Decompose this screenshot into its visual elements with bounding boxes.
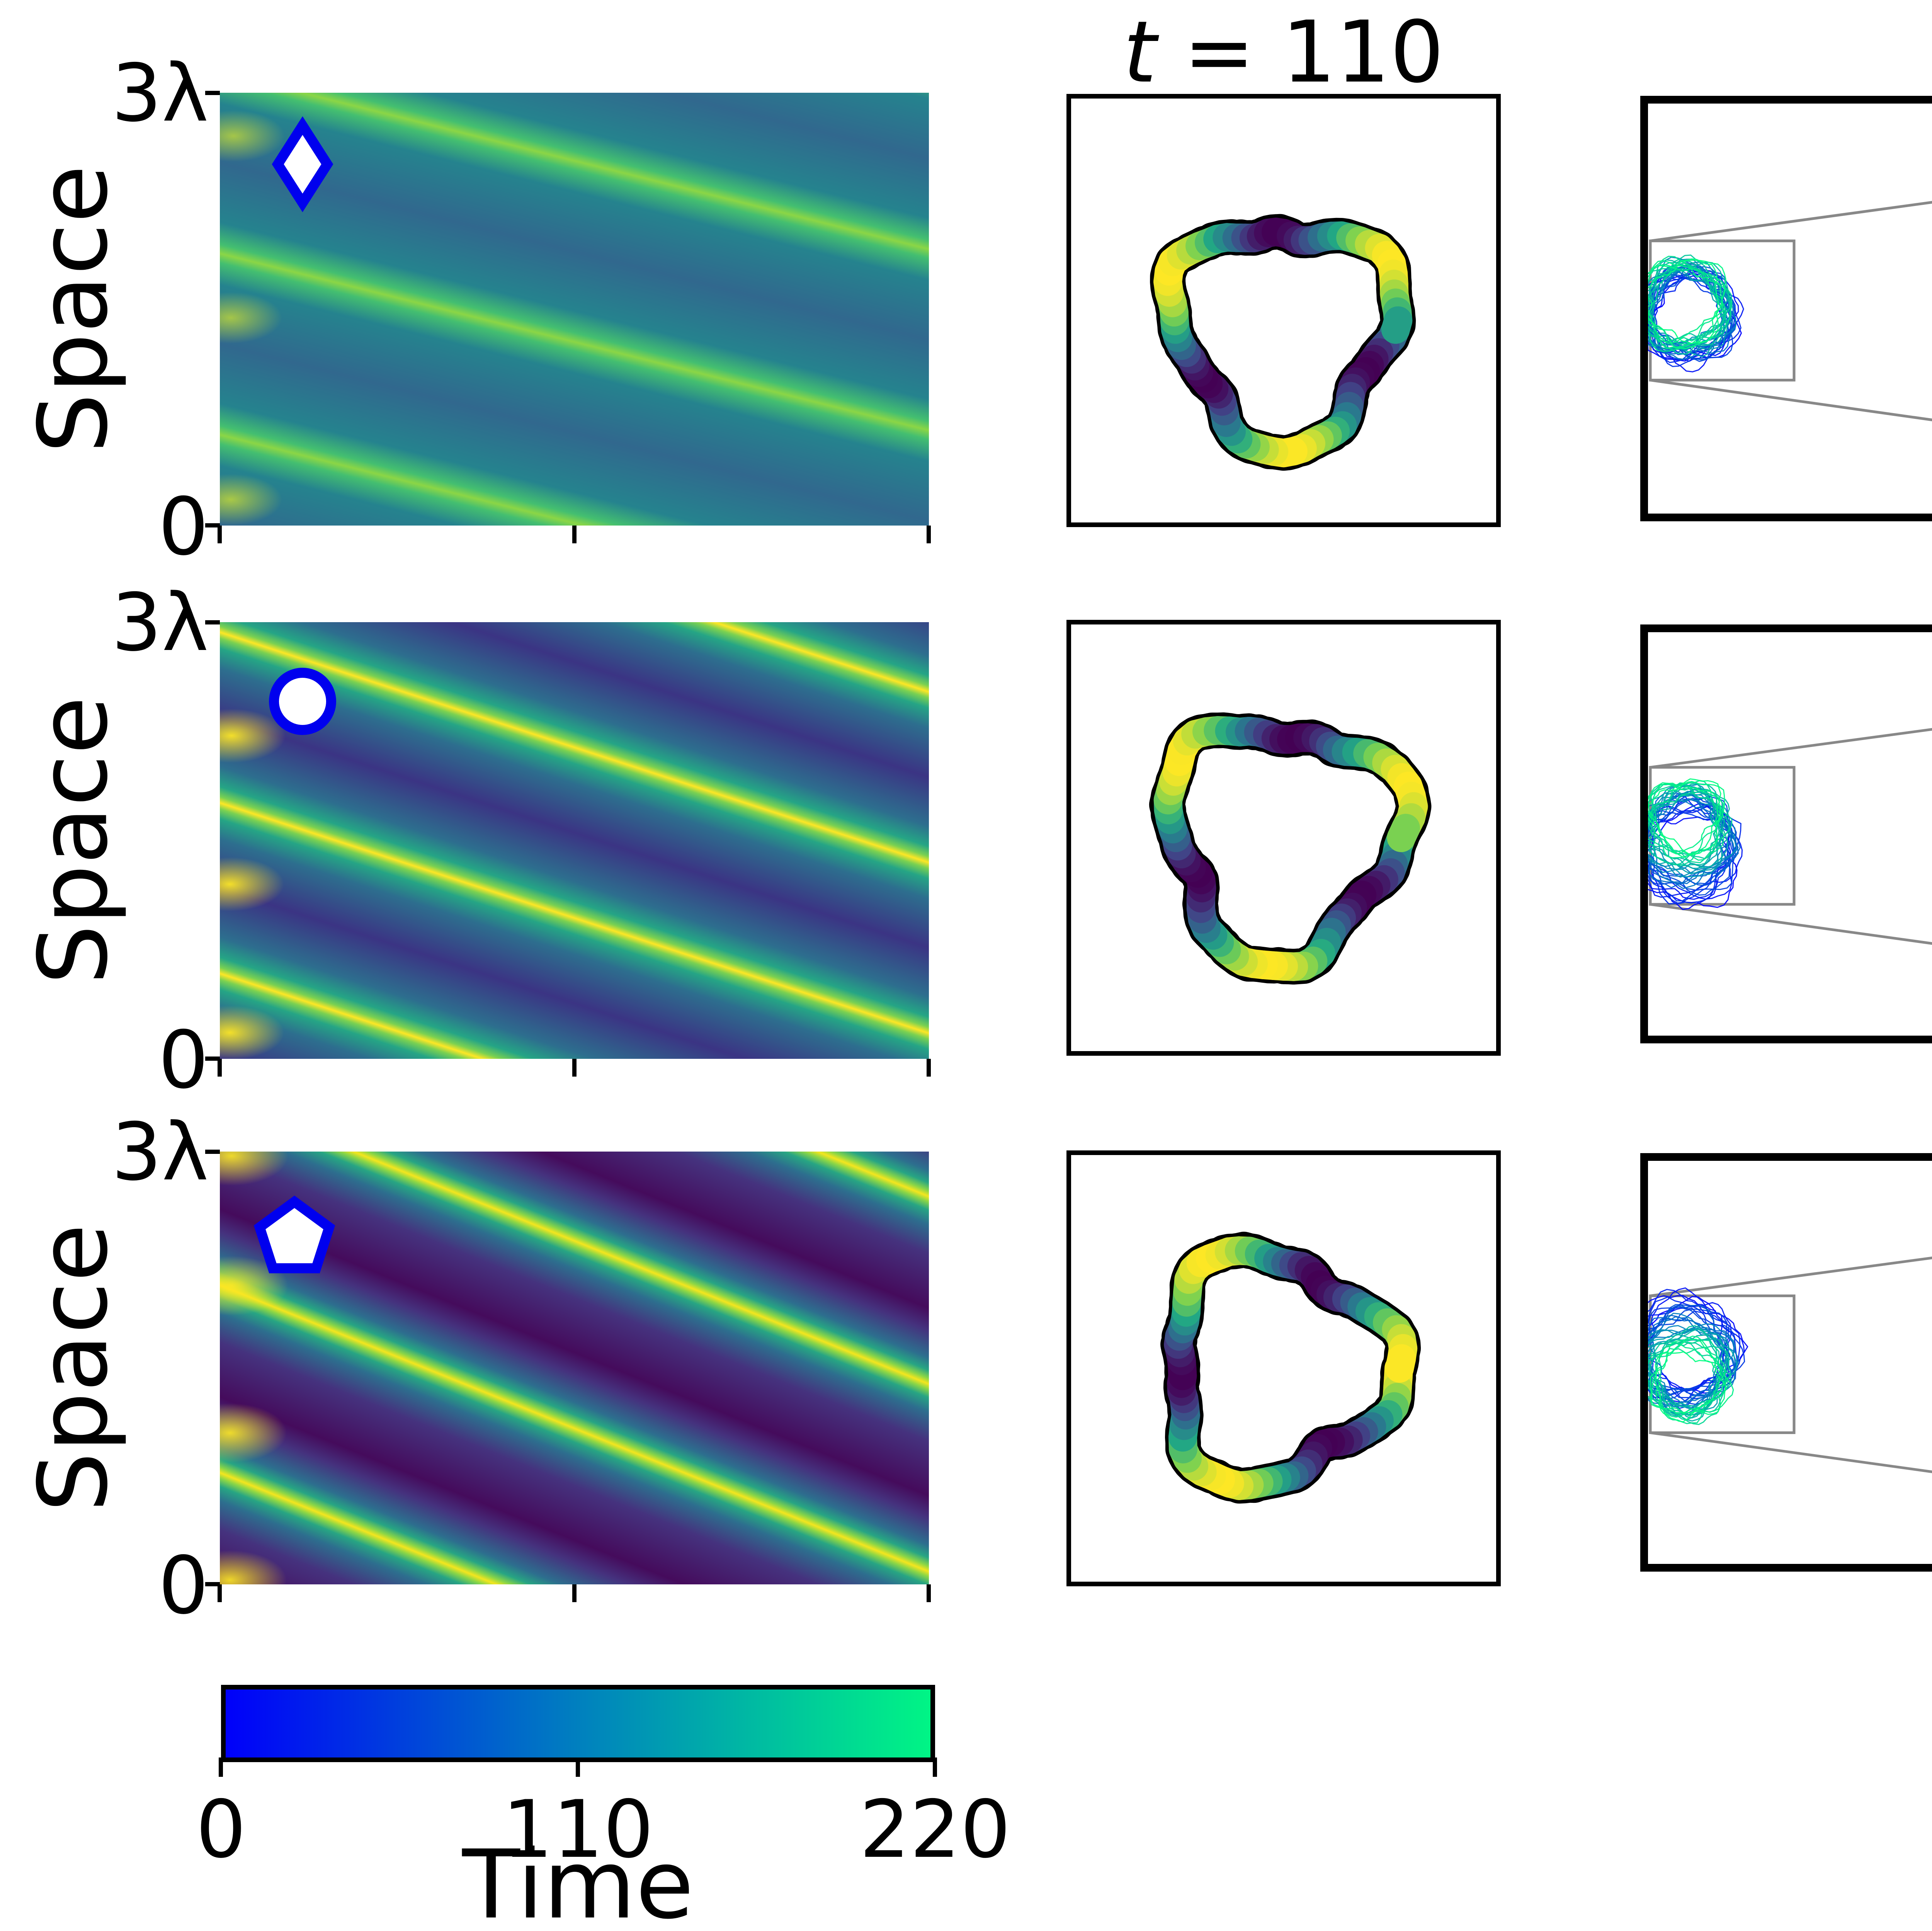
contour-plot (1149, 712, 1432, 985)
trajectory-small (1648, 778, 1743, 910)
trajectory-small (1648, 1287, 1748, 1425)
kymograph-row3 (220, 1152, 929, 1584)
contour-panel-row3 (1066, 1150, 1501, 1586)
axis-tick (572, 526, 577, 543)
time-colorbar (221, 1685, 935, 1762)
colorbar-tick-220: 220 (859, 1784, 1011, 1876)
trajectory-plot (1648, 201, 1932, 422)
axis-tick (572, 1059, 577, 1077)
ytick-label-3lambda-row1: 3λ (111, 48, 209, 140)
trajectory-panel-row2 (1640, 624, 1932, 1043)
zoom-connector-line (1650, 1256, 1932, 1297)
zoom-connector-line (1650, 379, 1932, 422)
colorbar-tick-0: 0 (196, 1784, 247, 1876)
axis-tick (218, 526, 222, 543)
axis-tick (218, 1584, 222, 1602)
trajectory-small (1648, 254, 1744, 373)
axis-tick (927, 1584, 931, 1602)
y-axis-label-row1: Space (18, 165, 129, 454)
ytick-label-0-row2: 0 (158, 1014, 209, 1106)
snapshot-time-title: t = 110 (1123, 8, 1444, 97)
ytick-label-0-row3: 0 (158, 1540, 209, 1632)
title-value: = 110 (1156, 3, 1444, 102)
zoom-connector-line (1650, 903, 1932, 945)
axis-tick (205, 523, 220, 527)
axis-tick (576, 1757, 580, 1777)
colorbar-tick-110: 110 (502, 1784, 654, 1876)
kymograph-row1 (220, 93, 929, 526)
ytick-label-3lambda-row3: 3λ (111, 1106, 209, 1198)
zoom-connector-line (1650, 1431, 1932, 1473)
contour-plot (1150, 214, 1416, 471)
wave-source-marker-diamond (272, 116, 333, 213)
axis-tick (205, 620, 220, 624)
kymograph-row2 (220, 622, 929, 1059)
zoom-connector-line (1650, 728, 1932, 769)
axis-tick (927, 1059, 931, 1077)
diamond-marker-shape (272, 116, 333, 213)
axis-tick (218, 1059, 222, 1077)
axis-tick (927, 526, 931, 543)
circle-marker-shape (269, 668, 336, 735)
contour-panel-row1 (1066, 94, 1501, 527)
wave-source-marker-pentagon (253, 1195, 335, 1273)
ytick-label-0-row1: 0 (158, 481, 209, 573)
y-axis-label-row3: Space (18, 1223, 129, 1512)
trajectory-plot (1648, 728, 1932, 945)
axis-tick (219, 1757, 223, 1777)
axis-tick (205, 1582, 220, 1586)
axis-tick (205, 91, 220, 95)
contour-plot (1160, 1232, 1421, 1504)
pentagon-marker-shape (253, 1195, 335, 1273)
y-axis-label-row2: Space (18, 696, 129, 985)
trajectory-panel-row1 (1640, 96, 1932, 521)
wave-source-marker-circle (269, 668, 336, 735)
axis-tick (205, 1150, 220, 1154)
axis-tick (572, 1584, 577, 1602)
ytick-label-3lambda-row2: 3λ (111, 577, 209, 669)
trajectory-plot (1648, 1256, 1932, 1473)
axis-tick (933, 1757, 937, 1777)
axis-tick (205, 1057, 220, 1061)
colorbar-label: Time (462, 1830, 694, 1931)
trajectory-panel-row3 (1640, 1153, 1932, 1572)
zoom-connector-line (1650, 201, 1932, 242)
contour-panel-row2 (1066, 620, 1501, 1056)
title-variable-t: t (1123, 3, 1157, 102)
